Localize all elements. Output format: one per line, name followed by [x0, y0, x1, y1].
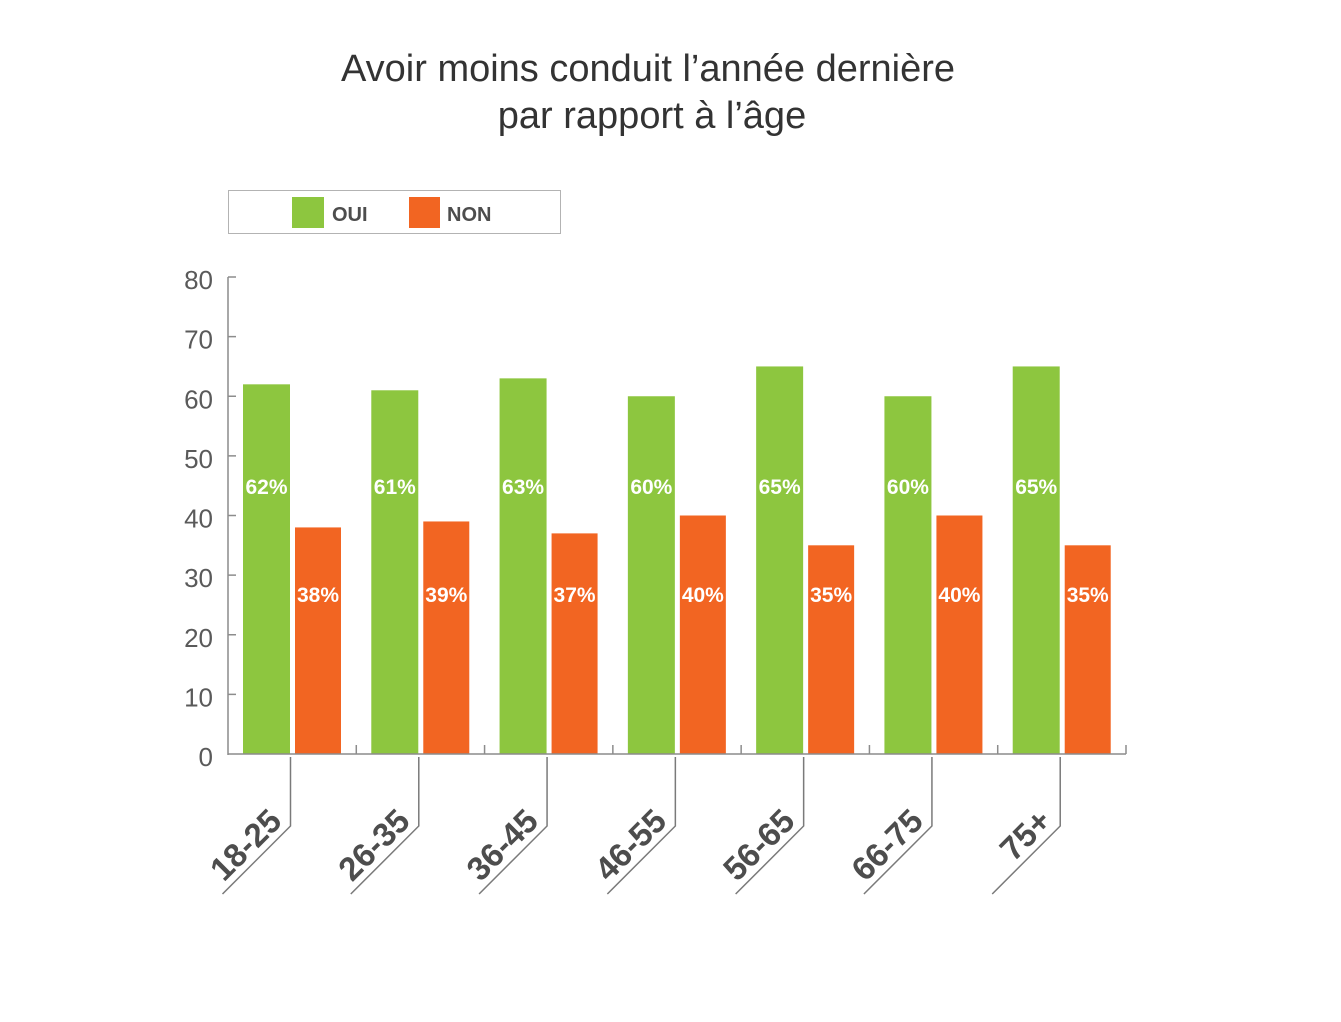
- x-label-leader: [350, 757, 420, 895]
- data-label-non-36-45: 37%: [554, 584, 596, 607]
- y-tick-label: 0: [199, 742, 213, 772]
- x-tick-label: 56-65: [716, 802, 802, 888]
- chart-title-line-2: par rapport à l’âge: [498, 95, 806, 137]
- bar-oui-46-55: [627, 396, 675, 754]
- y-tick-label: 20: [184, 623, 213, 653]
- plot-area: 62% 61% 63% 60% 65% 60% 65% 38% 39% 37% 40% 35% 40% 3…: [184, 265, 1127, 895]
- bar-non-75plus: [1064, 545, 1111, 754]
- y-tick-label: 40: [184, 504, 213, 534]
- bar-non-66-75: [936, 515, 983, 754]
- y-tick-label: 80: [184, 265, 213, 295]
- bar-oui-75plus: [1012, 366, 1060, 754]
- data-label-oui-36-45: 63%: [502, 476, 544, 499]
- bar-non-56-65: [808, 545, 855, 754]
- legend-label-non: NON: [447, 204, 491, 226]
- x-tick-label: 36-45: [459, 802, 545, 888]
- bar-oui-36-45: [499, 378, 547, 754]
- x-label-leader: [735, 757, 805, 895]
- bar-oui-18-25: [243, 384, 290, 754]
- legend-swatch-non: [409, 197, 440, 228]
- x-tick-label: 75+: [992, 802, 1058, 868]
- data-label-non-46-55: 40%: [682, 584, 724, 607]
- legend: OUI NON: [228, 190, 561, 234]
- bar-non-18-25: [295, 527, 341, 754]
- x-label-leader: [606, 757, 677, 895]
- data-label-non-56-65: 35%: [810, 584, 852, 607]
- legend-label-oui: OUI: [332, 204, 368, 226]
- x-label-leader: [991, 757, 1061, 895]
- chart-title-line-1: Avoir moins conduit l’année dernière: [341, 48, 955, 90]
- bar-oui-66-75: [884, 396, 932, 754]
- x-tick-label: 46-55: [587, 802, 673, 888]
- data-label-oui-26-35: 61%: [374, 476, 416, 499]
- bar-non-26-35: [423, 521, 470, 754]
- x-label-leader: [863, 757, 933, 895]
- data-label-oui-46-55: 60%: [630, 476, 672, 499]
- data-label-non-66-75: 40%: [938, 584, 980, 607]
- bar-oui-26-35: [371, 390, 419, 754]
- bar-non-36-45: [551, 533, 598, 754]
- bar-non-46-55: [679, 515, 726, 754]
- y-tick-label: 60: [184, 384, 213, 414]
- x-label-leader: [221, 757, 292, 895]
- legend-swatch-oui: [292, 197, 324, 228]
- legend-box: [228, 190, 561, 234]
- y-tick-label: 70: [184, 325, 213, 355]
- x-tick-label: 26-35: [331, 802, 417, 888]
- x-tick-label: 18-25: [203, 802, 289, 888]
- data-label-non-26-35: 39%: [425, 584, 467, 607]
- y-tick-label: 50: [184, 444, 213, 474]
- data-label-oui-66-75: 60%: [887, 476, 929, 499]
- x-label-leader: [478, 757, 548, 895]
- data-label-non-75plus: 35%: [1067, 584, 1109, 607]
- y-tick-label: 10: [184, 682, 213, 712]
- x-tick-label: 66-75: [844, 802, 930, 888]
- bar-oui-56-65: [756, 366, 804, 754]
- data-label-oui-75plus: 65%: [1015, 476, 1057, 499]
- data-label-oui-18-25: 62%: [245, 476, 287, 499]
- data-label-non-18-25: 38%: [297, 584, 339, 607]
- y-tick-label: 30: [184, 563, 213, 593]
- data-label-oui-56-65: 65%: [759, 476, 801, 499]
